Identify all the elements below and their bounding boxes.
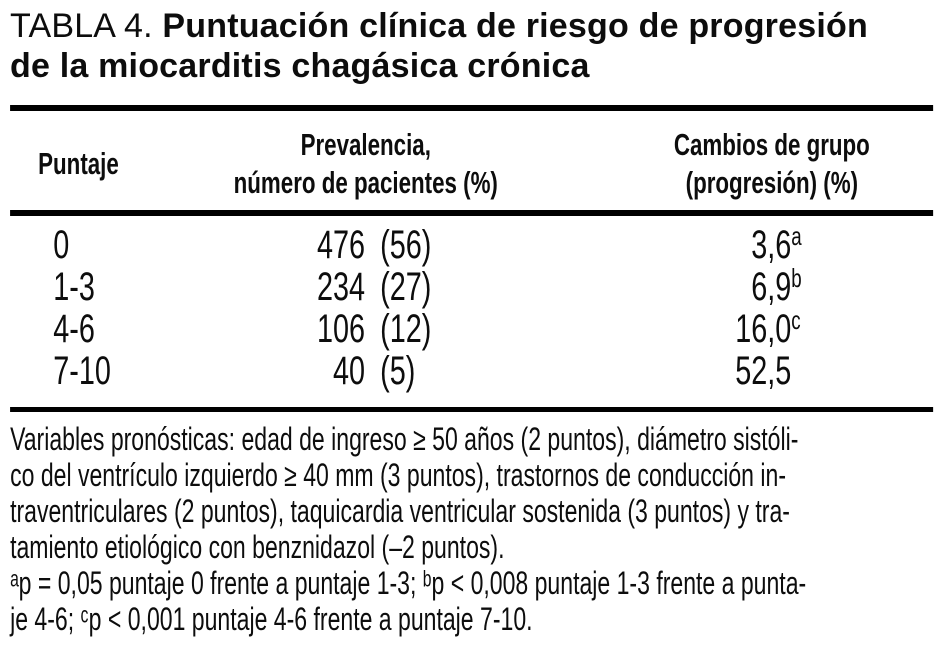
header-cambios-line2: (progresión) (%) bbox=[685, 165, 859, 200]
table-title: TABLA 4. Puntuación clínica de riesgo de… bbox=[10, 6, 945, 86]
table-row: 0 476 (56) 3,6a bbox=[0, 221, 947, 267]
cell-patients-pct: (12) bbox=[380, 307, 432, 351]
footnote-line: co del ventrículo izquierdo ≥ 40 mm (3 p… bbox=[10, 457, 786, 493]
cell-patients-pct: (5) bbox=[380, 349, 416, 393]
table-title-text: Puntuación clínica de riesgo de progresi… bbox=[162, 7, 868, 45]
table-footnotes: Variables pronósticas: edad de ingreso ≥… bbox=[10, 421, 806, 637]
table-row: 4-6 106 (12) 16,0c bbox=[0, 305, 947, 351]
cell-progression: 16,0c bbox=[576, 305, 810, 354]
cell-score: 0 bbox=[53, 223, 70, 267]
table-row: 1-3 234 (27) 6,9b bbox=[0, 263, 947, 309]
table-row: 7-10 40 (5) 52,5 bbox=[0, 350, 947, 392]
cell-score: 1-3 bbox=[53, 265, 95, 309]
cell-patients-pct: (56) bbox=[380, 223, 432, 267]
table-title-line2: de la miocarditis chagásica crónica bbox=[10, 47, 590, 85]
cell-score: 7-10 bbox=[53, 349, 111, 393]
cell-progression-value: 3,6 bbox=[751, 223, 792, 267]
table-title-line1: TABLA 4. Puntuación clínica de riesgo de… bbox=[10, 6, 945, 46]
header-cambios: Cambios de grupo (progresión) (%) bbox=[674, 126, 870, 202]
cell-patients-n: 234 bbox=[316, 265, 366, 309]
footnote-line: Variables pronósticas: edad de ingreso ≥… bbox=[10, 421, 799, 457]
cell-progression-value: 6,9 bbox=[751, 265, 792, 309]
footnote-line: traventriculares (2 puntos), taquicardia… bbox=[10, 493, 790, 529]
cell-patients-n: 476 bbox=[316, 223, 366, 267]
cell-patients-n: 106 bbox=[316, 307, 366, 351]
footnote-marker: b bbox=[791, 263, 802, 293]
cell-patients-n: 40 bbox=[333, 349, 366, 393]
cell-progression-value: 52,5 bbox=[735, 349, 792, 393]
footnote-marker: a bbox=[791, 221, 802, 251]
header-prevalencia: Prevalencia, número de pacientes (%) bbox=[234, 126, 498, 202]
footnote-line: je 4-6; ᶜp < 0,001 puntaje 4-6 frente a … bbox=[10, 601, 533, 637]
rule-bottom bbox=[10, 407, 934, 412]
cell-progression: 3,6a bbox=[576, 221, 810, 270]
footnote-line: tamiento etiológico con benznidazol (–2 … bbox=[10, 529, 505, 565]
cell-score: 4-6 bbox=[53, 307, 95, 351]
header-prevalencia-line1: Prevalencia, bbox=[300, 127, 431, 162]
footnote-line: ᵃp = 0,05 puntaje 0 frente a puntaje 1-3… bbox=[10, 565, 807, 601]
cell-progression: 6,9b bbox=[576, 263, 810, 312]
header-puntaje: Puntaje bbox=[38, 146, 119, 181]
footnote-marker: c bbox=[791, 305, 801, 335]
header-prevalencia-line2: número de pacientes (%) bbox=[233, 165, 498, 200]
rule-top bbox=[10, 105, 934, 111]
rule-header-separator bbox=[10, 210, 934, 216]
cell-patients-pct: (27) bbox=[380, 265, 432, 309]
header-cambios-line1: Cambios de grupo bbox=[673, 127, 870, 162]
cell-progression-value: 16,0 bbox=[735, 307, 792, 351]
cell-progression: 52,5 bbox=[576, 350, 810, 392]
table-number-label: TABLA 4. bbox=[10, 7, 163, 45]
